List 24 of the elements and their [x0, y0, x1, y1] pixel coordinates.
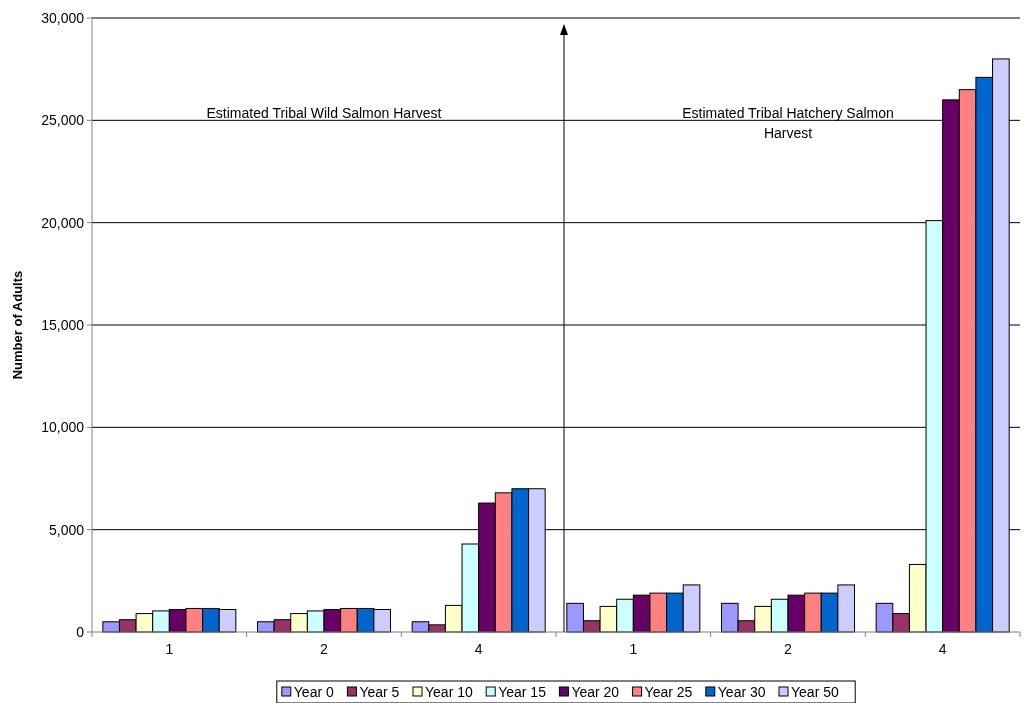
legend-label: Year 25: [644, 684, 693, 700]
y-tick-label: 25,000: [41, 112, 85, 129]
legend-label: Year 15: [498, 684, 547, 700]
x-tick-label: 2: [320, 641, 329, 657]
annotation: Estimated Tribal Wild Salmon Harvest: [206, 105, 442, 121]
legend-label: Year 30: [717, 684, 766, 700]
x-tick-label: 4: [938, 641, 947, 657]
legend-label: Year 5: [359, 684, 400, 700]
y-axis-title: Number of Adults: [10, 270, 25, 380]
y-tick-label: 15,000: [41, 316, 85, 333]
y-tick-label: 30,000: [41, 9, 85, 26]
y-tick-label: 0: [76, 623, 85, 640]
x-tick-label: 4: [474, 641, 483, 657]
legend-label: Year 50: [791, 684, 839, 700]
legend-label: Year 20: [571, 684, 620, 700]
x-tick-label: 2: [784, 641, 793, 657]
y-tick-label: 5,000: [48, 521, 85, 538]
legend-label: Year 10: [425, 684, 473, 700]
y-tick-label: 10,000: [41, 419, 85, 436]
x-tick-label: 1: [629, 641, 638, 657]
annotation: Estimated Tribal Hatchery Salmon Harvest: [682, 105, 894, 141]
legend-label: Year 0: [293, 684, 334, 700]
y-tick-label: 20,000: [41, 214, 85, 231]
x-tick-label: 1: [165, 641, 174, 657]
